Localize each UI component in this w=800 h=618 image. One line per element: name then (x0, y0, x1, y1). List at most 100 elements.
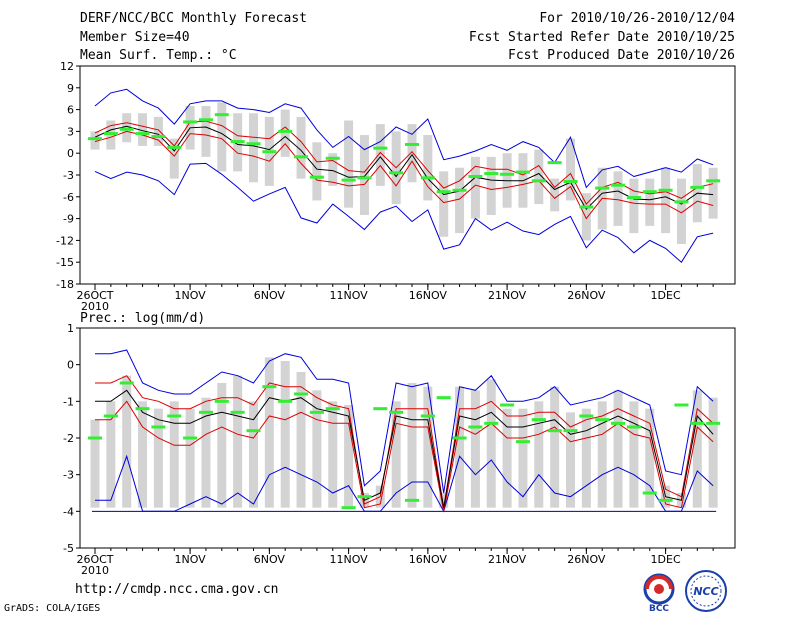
prec-obs-mark (468, 425, 483, 429)
temp-obs-mark (325, 156, 340, 160)
member-size-label: Member Size=40 (80, 30, 190, 45)
prec-spread-box (138, 401, 148, 508)
temp-spread-box (249, 113, 258, 183)
temp-obs-mark (531, 179, 546, 183)
prec-obs-mark (563, 429, 578, 433)
temp-spread-box (407, 124, 417, 183)
ncc-logo-icon: NCC (685, 570, 727, 612)
temp-spread-box (581, 193, 591, 241)
prec-obs-mark (183, 436, 198, 440)
temp-y-tick-label: -3 (63, 169, 74, 182)
temp-obs-mark (595, 186, 610, 190)
temp-obs-mark (357, 176, 372, 180)
prec-obs-mark (706, 421, 721, 425)
prec-obs-mark (452, 436, 467, 440)
prec-obs-mark (484, 421, 499, 425)
prec-obs-mark (294, 392, 309, 396)
prec-min-line (95, 454, 714, 513)
prec-spread-box (470, 390, 480, 508)
temp-y-tick-label: -6 (63, 191, 74, 204)
prec-spread-box (597, 401, 607, 508)
prec-x-year-label: 2010 (81, 564, 109, 577)
prec-spread-box (439, 493, 449, 508)
prec-obs-mark (198, 410, 213, 414)
prec-spread-box (280, 361, 290, 508)
temp-y-tick-label: 9 (67, 82, 74, 95)
prec-obs-mark (642, 491, 657, 495)
temp-spread-box (296, 116, 306, 179)
prec-obs-mark (278, 399, 293, 403)
temp-obs-mark (547, 161, 562, 165)
temp-spread-box (312, 142, 322, 201)
temp-y-tick-label: 12 (60, 60, 74, 73)
temp-spread-box (328, 153, 338, 186)
temp-y-tick-label: -9 (63, 213, 74, 226)
prec-obs-mark (579, 414, 594, 418)
temp-spread-box (534, 149, 544, 205)
prec-obs-mark (325, 407, 340, 411)
temp-p25-line (94, 130, 714, 220)
prec-spread-box (534, 401, 544, 508)
prec-spread-box (153, 408, 163, 508)
prec-spread-box (391, 401, 401, 508)
temp-obs-mark (373, 146, 388, 150)
grads-credit: GrADS: COLA/IGES (4, 603, 101, 614)
temp-obs-mark (579, 205, 594, 209)
forecast-period: For 2010/10/26-2010/12/04 (539, 11, 735, 26)
prec-p75-line (95, 375, 714, 508)
prec-obs-mark (357, 495, 372, 499)
temp-spread-box (90, 131, 100, 150)
prec-obs-mark (595, 418, 610, 422)
source-url[interactable]: http://cmdp.ncc.cma.gov.cn (75, 582, 279, 597)
temp-spread-box (486, 156, 496, 215)
temp-y-tick-label: 3 (67, 125, 74, 138)
temp-min-line (94, 162, 714, 263)
temp-obs-mark (119, 127, 134, 131)
prec-obs-mark (103, 414, 118, 418)
prec-spread-box (344, 405, 354, 508)
temp-spread-box (217, 102, 227, 172)
temp-obs-mark (183, 120, 198, 124)
prec-spread-box (581, 408, 591, 508)
temp-obs-mark (706, 179, 721, 183)
prec-spread-box (486, 379, 496, 508)
prec-spread-box (233, 375, 243, 508)
temp-obs-mark (198, 118, 213, 122)
temp-obs-mark (420, 176, 435, 180)
prec-x-tick-label: 26NOV (567, 553, 606, 566)
temp-obs-mark (405, 142, 419, 146)
temp-obs-mark (690, 185, 705, 189)
temp-obs-mark (452, 188, 467, 192)
temp-obs-mark (88, 137, 102, 141)
temp-spread-box (169, 138, 179, 179)
prec-y-tick-label: -5 (63, 542, 74, 555)
temp-y-tick-label: 0 (67, 147, 74, 160)
prec-spread-box (185, 408, 195, 508)
prec-y-tick-label: -4 (63, 505, 74, 518)
temp-spread-box (439, 171, 449, 237)
prec-obs-mark (515, 440, 530, 444)
prec-spread-box (312, 390, 322, 508)
temp-spread-box (344, 120, 354, 208)
prec-spread-box (613, 390, 623, 508)
prec-max-line (95, 349, 714, 494)
prec-y-tick-label: -3 (63, 469, 74, 482)
temp-obs-mark (436, 190, 451, 194)
chart-title: DERF/NCC/BCC Monthly Forecast (80, 11, 307, 26)
prec-obs-mark (547, 429, 562, 433)
temp-x-tick-label: 16NOV (409, 289, 448, 302)
prec-spread-box (566, 412, 575, 508)
prec-obs-mark (341, 506, 356, 510)
prec-spread-box (518, 408, 528, 508)
temp-spread-box (423, 135, 433, 201)
prec-x-tick-label: 26OCT (76, 553, 113, 566)
temp-obs-mark (103, 132, 118, 136)
temp-x-tick-label: 6NOV (254, 289, 286, 302)
prec-x-tick-label: 6NOV (254, 553, 286, 566)
temp-obs-mark (309, 175, 324, 179)
temp-x-tick-label: 26OCT (76, 289, 113, 302)
prec-obs-mark (214, 399, 229, 403)
temp-obs-mark (515, 170, 530, 174)
